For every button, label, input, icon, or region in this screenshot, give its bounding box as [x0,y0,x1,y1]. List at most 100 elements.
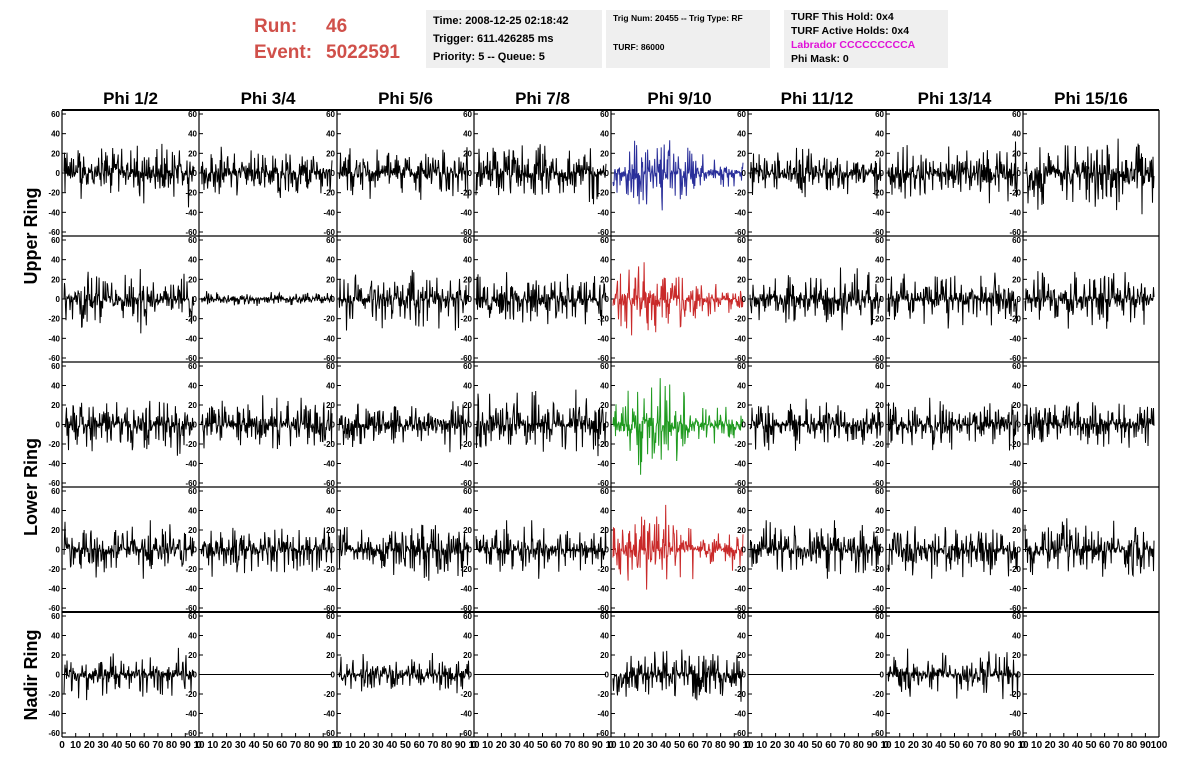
event-row: Event: 5022591 [254,40,400,66]
x-tick-label: 70 [701,740,713,751]
y-tick-label: 0 [468,671,473,680]
x-tick-label: 10 [605,740,617,751]
y-tick-label: 20 [1012,526,1021,535]
time-text: Time: 2008-12-25 02:18:42 [433,15,569,27]
y-tick-label: 60 [600,612,609,621]
x-tick-label: 50 [949,740,961,751]
phi-column-title: Phi 13/14 [918,89,992,108]
x-tick-label: 40 [798,740,810,751]
x-tick-label: 20 [908,740,920,751]
x-tick-label: 100 [1151,740,1168,751]
x-tick-label: 50 [262,740,274,751]
phi-column-title: Phi 7/8 [515,89,570,108]
x-tick-label: 80 [166,740,178,751]
y-tick-label: 0 [742,671,747,680]
y-tick-label: -20 [872,440,884,449]
waveform-trace [338,270,470,331]
y-tick-label: 20 [51,651,60,660]
x-tick-label: 90 [867,740,879,751]
y-tick-label: -20 [734,315,746,324]
y-tick-label: 0 [742,546,747,555]
y-tick-label: 0 [880,546,885,555]
y-tick-label: 0 [880,295,885,304]
x-tick-label: 90 [455,740,467,751]
y-tick-label: 60 [326,110,335,119]
x-tick-label: 10 [619,740,631,751]
y-tick-label: 40 [1012,256,1021,265]
waveform-trace [612,649,744,702]
x-tick-label: 20 [633,740,645,751]
waveform-trace [887,141,1019,204]
waveform-trace [475,520,607,579]
y-tick-label: -40 [48,460,60,469]
y-tick-label: 60 [51,110,60,119]
y-tick-label: 20 [1012,275,1021,284]
x-tick-label: 20 [84,740,96,751]
x-tick-label: 40 [1072,740,1084,751]
waveform-trace [612,262,744,336]
y-tick-label: 0 [742,421,747,430]
y-tick-label: 40 [463,256,472,265]
phi-column-title: Phi 1/2 [103,89,158,108]
y-tick-label: -40 [872,334,884,343]
x-tick-label: 0 [471,740,477,751]
y-tick-label: 0 [742,169,747,178]
y-tick-label: -40 [185,710,197,719]
y-tick-label: 0 [331,421,336,430]
y-tick-label: -60 [872,479,884,488]
waveform-trace [200,527,333,577]
x-tick-label: 20 [496,740,508,751]
phi-column-title: Phi 11/12 [781,89,854,108]
y-tick-label: -40 [323,460,335,469]
y-tick-label: 40 [463,382,472,391]
turf-this-hold-text: TURF This Hold: 0x4 [791,11,894,23]
y-tick-label: 20 [326,275,335,284]
x-tick-label: 20 [1045,740,1057,751]
y-tick-label: 0 [605,295,610,304]
y-tick-label: 0 [605,546,610,555]
x-tick-label: 40 [660,740,672,751]
y-tick-label: 60 [737,612,746,621]
phi-column-title: Phi 15/16 [1054,89,1128,108]
y-tick-label: -60 [734,604,746,613]
x-tick-label: 60 [825,740,837,751]
y-tick-label: 60 [51,612,60,621]
x-tick-label: 60 [688,740,700,751]
x-tick-label: 10 [468,740,480,751]
waveform-trace [475,272,607,326]
y-tick-label: 60 [326,612,335,621]
x-tick-label: 60 [414,740,426,751]
y-tick-label: -60 [872,354,884,363]
y-tick-label: -20 [48,440,60,449]
run-value: 46 [326,16,348,37]
trigger-info-box: Trig Num: 20455 -- Trig Type: RF TURF: 8… [606,10,770,68]
x-tick-label: 90 [729,740,741,751]
y-tick-label: 0 [331,169,336,178]
y-tick-label: 20 [188,275,197,284]
y-tick-label: 20 [1012,401,1021,410]
x-tick-label: 30 [98,740,110,751]
y-tick-label: -40 [48,334,60,343]
y-tick-label: 60 [737,110,746,119]
y-tick-label: 20 [188,651,197,660]
x-tick-label: 10 [193,740,205,751]
y-tick-label: 40 [1012,507,1021,516]
y-tick-label: -60 [734,729,746,738]
x-tick-label: 90 [180,740,192,751]
y-tick-label: 60 [188,362,197,371]
turf-info-box: TURF This Hold: 0x4 TURF Active Holds: 0… [784,10,948,68]
y-tick-label: 40 [51,507,60,516]
y-tick-label: 20 [600,149,609,158]
waveform-trace [200,395,333,450]
y-tick-label: -40 [597,334,609,343]
y-tick-label: -20 [323,440,335,449]
waveform-trace [475,389,607,457]
y-tick-label: -40 [734,334,746,343]
y-tick-label: 20 [875,275,884,284]
y-tick-label: 0 [880,169,885,178]
y-tick-label: 20 [875,401,884,410]
waveform-trace [338,401,470,453]
x-tick-label: 10 [880,740,892,751]
y-tick-label: -20 [597,440,609,449]
y-tick-label: 0 [880,671,885,680]
